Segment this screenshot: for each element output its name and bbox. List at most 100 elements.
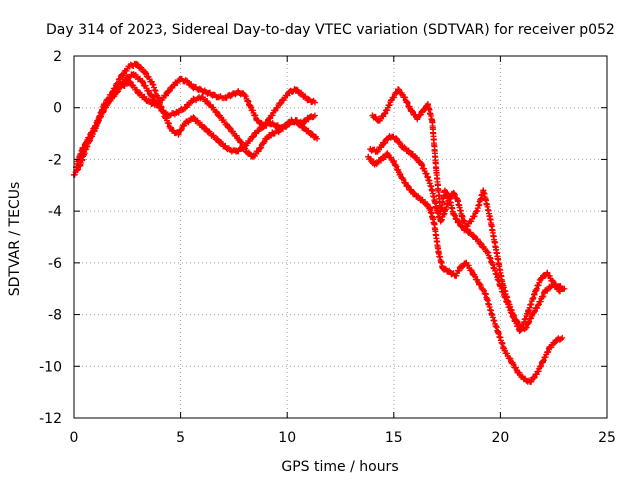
data-point [190,84,197,91]
data-point [399,143,406,150]
data-point [518,324,525,331]
data-point [243,148,250,155]
data-point [215,138,222,145]
data-point [535,301,542,308]
data-point [437,208,444,215]
data-point [286,89,293,96]
data-point [450,210,457,217]
data-point [235,89,242,96]
y-tick-label: -6 [48,256,62,272]
data-point [559,334,566,341]
data-point [450,190,457,197]
data-point [552,337,559,344]
data-point [371,161,378,168]
data-point [427,205,434,212]
data-point [158,96,165,103]
data-point [537,275,544,282]
data-point [117,73,124,80]
data-point [196,86,203,93]
data-point [152,102,159,109]
data-point [542,288,549,295]
data-point [444,267,451,274]
data-point [224,146,231,153]
data-point [446,195,453,202]
data-point [420,107,427,114]
data-point [429,117,436,124]
x-tick-label: 25 [598,430,616,446]
data-point [299,91,306,98]
data-point [141,68,148,75]
data-point [463,259,470,266]
y-axis-label: SDTVAR / TECUs [7,182,23,297]
data-point [267,115,274,122]
data-point [134,89,141,96]
data-point [508,358,515,365]
data-marker-group [486,213,499,251]
data-point [250,153,257,160]
data-point [409,190,416,197]
data-point [139,78,146,85]
data-point [505,301,512,308]
data-point [288,117,295,124]
data-point [273,104,280,111]
data-point [493,246,500,253]
data-point [228,91,235,98]
data-point [482,290,489,297]
data-point [373,148,380,155]
chart-title: Day 314 of 2023, Sidereal Day-to-day VTE… [46,22,615,38]
data-point [311,112,318,119]
data-point [126,63,133,70]
data-point [117,84,124,91]
data-point [525,308,532,315]
data-point [100,104,107,111]
data-point [241,91,248,98]
data-point [301,125,308,132]
data-point [514,368,521,375]
data-point [282,122,289,129]
data-point [147,91,154,98]
data-point [269,130,276,137]
data-point [441,187,448,194]
data-point [156,104,163,111]
data-point [473,208,480,215]
data-point [499,280,506,287]
data-point [512,316,519,323]
y-tick-label: -10 [39,359,62,375]
data-point [215,94,222,101]
y-tick-label: -2 [48,152,62,168]
data-point [307,130,314,137]
data-point [292,86,299,93]
data-point [164,112,171,119]
data-point [484,249,491,256]
data-point [433,169,440,176]
series-track-d [365,150,566,385]
data-point [314,135,321,142]
data-point [531,290,538,297]
y-tick-label: 0 [53,101,62,117]
data-point [424,174,431,181]
data-point [207,102,214,109]
data-point [459,213,466,220]
data-point [247,104,254,111]
data-point [392,135,399,142]
data-point [233,148,240,155]
y-tick-label: -8 [48,308,62,324]
data-point [190,115,197,122]
data-point [109,94,116,101]
y-tick-label: -12 [39,411,62,427]
data-point [480,187,487,194]
data-point [171,81,178,88]
grid-lines [74,56,607,418]
data-marker-group [424,101,435,123]
data-point [173,109,180,116]
data-point [431,221,438,228]
data-point [448,270,455,277]
data-point [149,81,156,88]
data-point [407,107,414,114]
x-axis-label: GPS time / hours [281,459,398,475]
data-marker-group [429,118,440,174]
data-point [397,171,404,178]
data-point [469,270,476,277]
data-point [279,96,286,103]
data-point [305,115,312,122]
